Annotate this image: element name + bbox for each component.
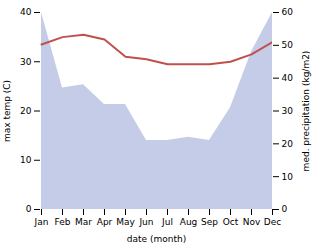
- svg-text:Jul: Jul: [161, 217, 173, 227]
- svg-text:10: 10: [282, 172, 294, 182]
- svg-text:Dec: Dec: [264, 217, 281, 227]
- svg-text:Jan: Jan: [34, 217, 49, 227]
- svg-text:Nov: Nov: [243, 217, 261, 227]
- svg-text:Feb: Feb: [55, 217, 71, 227]
- svg-text:Mar: Mar: [75, 217, 92, 227]
- svg-text:60: 60: [282, 7, 294, 17]
- svg-text:Sep: Sep: [201, 217, 218, 227]
- svg-text:30: 30: [20, 57, 32, 67]
- svg-text:20: 20: [282, 139, 294, 149]
- svg-text:date (month): date (month): [127, 234, 186, 244]
- svg-text:0: 0: [26, 204, 32, 214]
- svg-text:20: 20: [20, 106, 32, 116]
- svg-text:0: 0: [282, 204, 288, 214]
- svg-text:10: 10: [20, 155, 32, 165]
- svg-text:Jun: Jun: [138, 217, 153, 227]
- svg-text:40: 40: [282, 73, 294, 83]
- svg-text:50: 50: [282, 40, 294, 50]
- svg-text:40: 40: [20, 7, 32, 17]
- svg-text:Apr: Apr: [97, 217, 113, 227]
- svg-text:Aug: Aug: [180, 217, 198, 227]
- svg-text:med. precipitation (kg/m2): med. precipitation (kg/m2): [301, 51, 311, 172]
- svg-text:May: May: [116, 217, 135, 227]
- svg-text:Oct: Oct: [223, 217, 239, 227]
- svg-text:max temp (C): max temp (C): [2, 80, 12, 142]
- svg-text:30: 30: [282, 106, 294, 116]
